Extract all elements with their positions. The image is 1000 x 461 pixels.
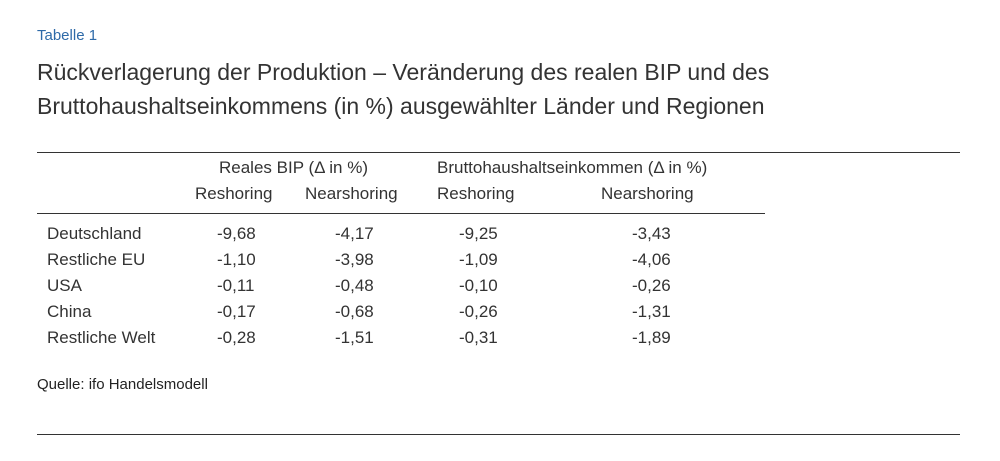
table-cell: -0,17 bbox=[217, 302, 256, 321]
table-cell: -1,09 bbox=[459, 250, 498, 269]
source-note: Quelle: ifo Handelsmodell bbox=[37, 376, 208, 393]
table-cell: -4,06 bbox=[632, 250, 671, 269]
table-cell: -3,43 bbox=[632, 224, 671, 243]
subheader-nearshoring-bip: Nearshoring bbox=[305, 184, 398, 203]
table-cell: -3,98 bbox=[335, 250, 374, 269]
subheader-reshoring-bip: Reshoring bbox=[195, 184, 273, 203]
table-cell: -4,17 bbox=[335, 224, 374, 243]
table-cell: -1,89 bbox=[632, 328, 671, 347]
row-label: USA bbox=[47, 276, 82, 295]
top-rule bbox=[37, 152, 960, 153]
row-label: Restliche EU bbox=[47, 250, 146, 269]
table-cell: -0,26 bbox=[632, 276, 671, 295]
group-header-income: Bruttohaushaltseinkommen (Δ in %) bbox=[437, 158, 708, 177]
row-label: China bbox=[47, 302, 92, 321]
table-cell: -9,25 bbox=[459, 224, 498, 243]
table-cell: -0,31 bbox=[459, 328, 498, 347]
row-label: Deutschland bbox=[47, 224, 142, 243]
table-cell: -1,31 bbox=[632, 302, 671, 321]
table-cell: -1,10 bbox=[217, 250, 256, 269]
subheader-nearshoring-income: Nearshoring bbox=[601, 184, 694, 203]
subheader-reshoring-income: Reshoring bbox=[437, 184, 515, 203]
group-header-bip: Reales BIP (Δ in %) bbox=[219, 158, 368, 177]
table-cell: -0,26 bbox=[459, 302, 498, 321]
table-cell: -0,10 bbox=[459, 276, 498, 295]
table-cell: -1,51 bbox=[335, 328, 374, 347]
table-cell: -9,68 bbox=[217, 224, 256, 243]
bottom-rule bbox=[37, 434, 960, 435]
row-label: Restliche Welt bbox=[47, 328, 156, 347]
table-title: Rückverlagerung der Produktion – Verände… bbox=[37, 59, 770, 119]
table-cell: -0,11 bbox=[217, 276, 255, 295]
header-rule bbox=[37, 213, 765, 214]
table-cell: -0,28 bbox=[217, 328, 256, 347]
table-label: Tabelle 1 bbox=[37, 27, 98, 44]
table-cell: -0,48 bbox=[335, 276, 374, 295]
table-cell: -0,68 bbox=[335, 302, 374, 321]
